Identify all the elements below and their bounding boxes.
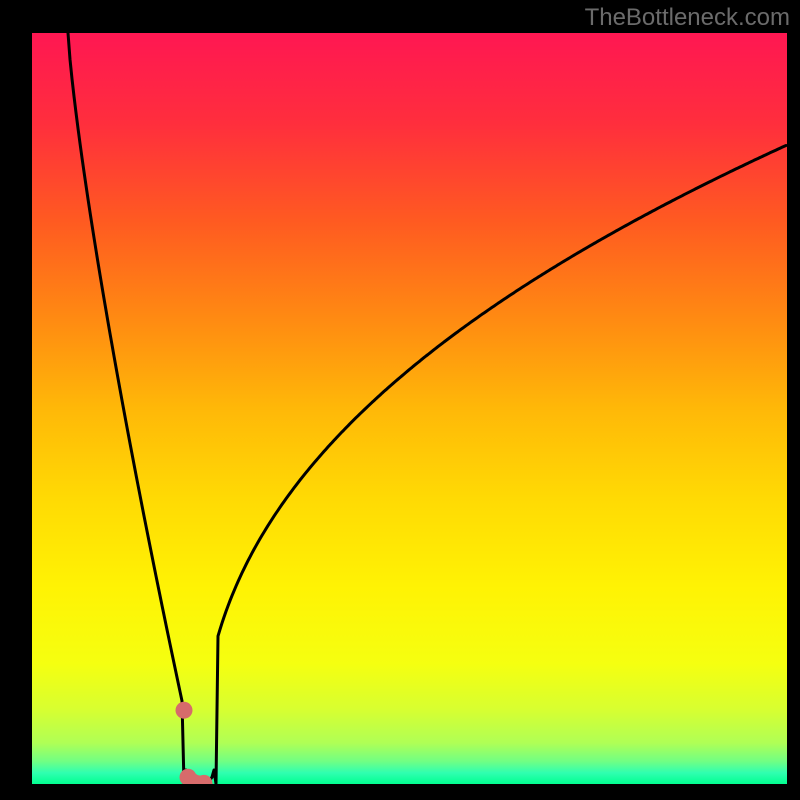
attribution-text: TheBottleneck.com <box>585 4 790 32</box>
gradient-background <box>32 33 787 784</box>
curve-marker <box>176 702 193 719</box>
chart-plot-area <box>32 33 787 784</box>
bottleneck-chart <box>32 33 787 784</box>
